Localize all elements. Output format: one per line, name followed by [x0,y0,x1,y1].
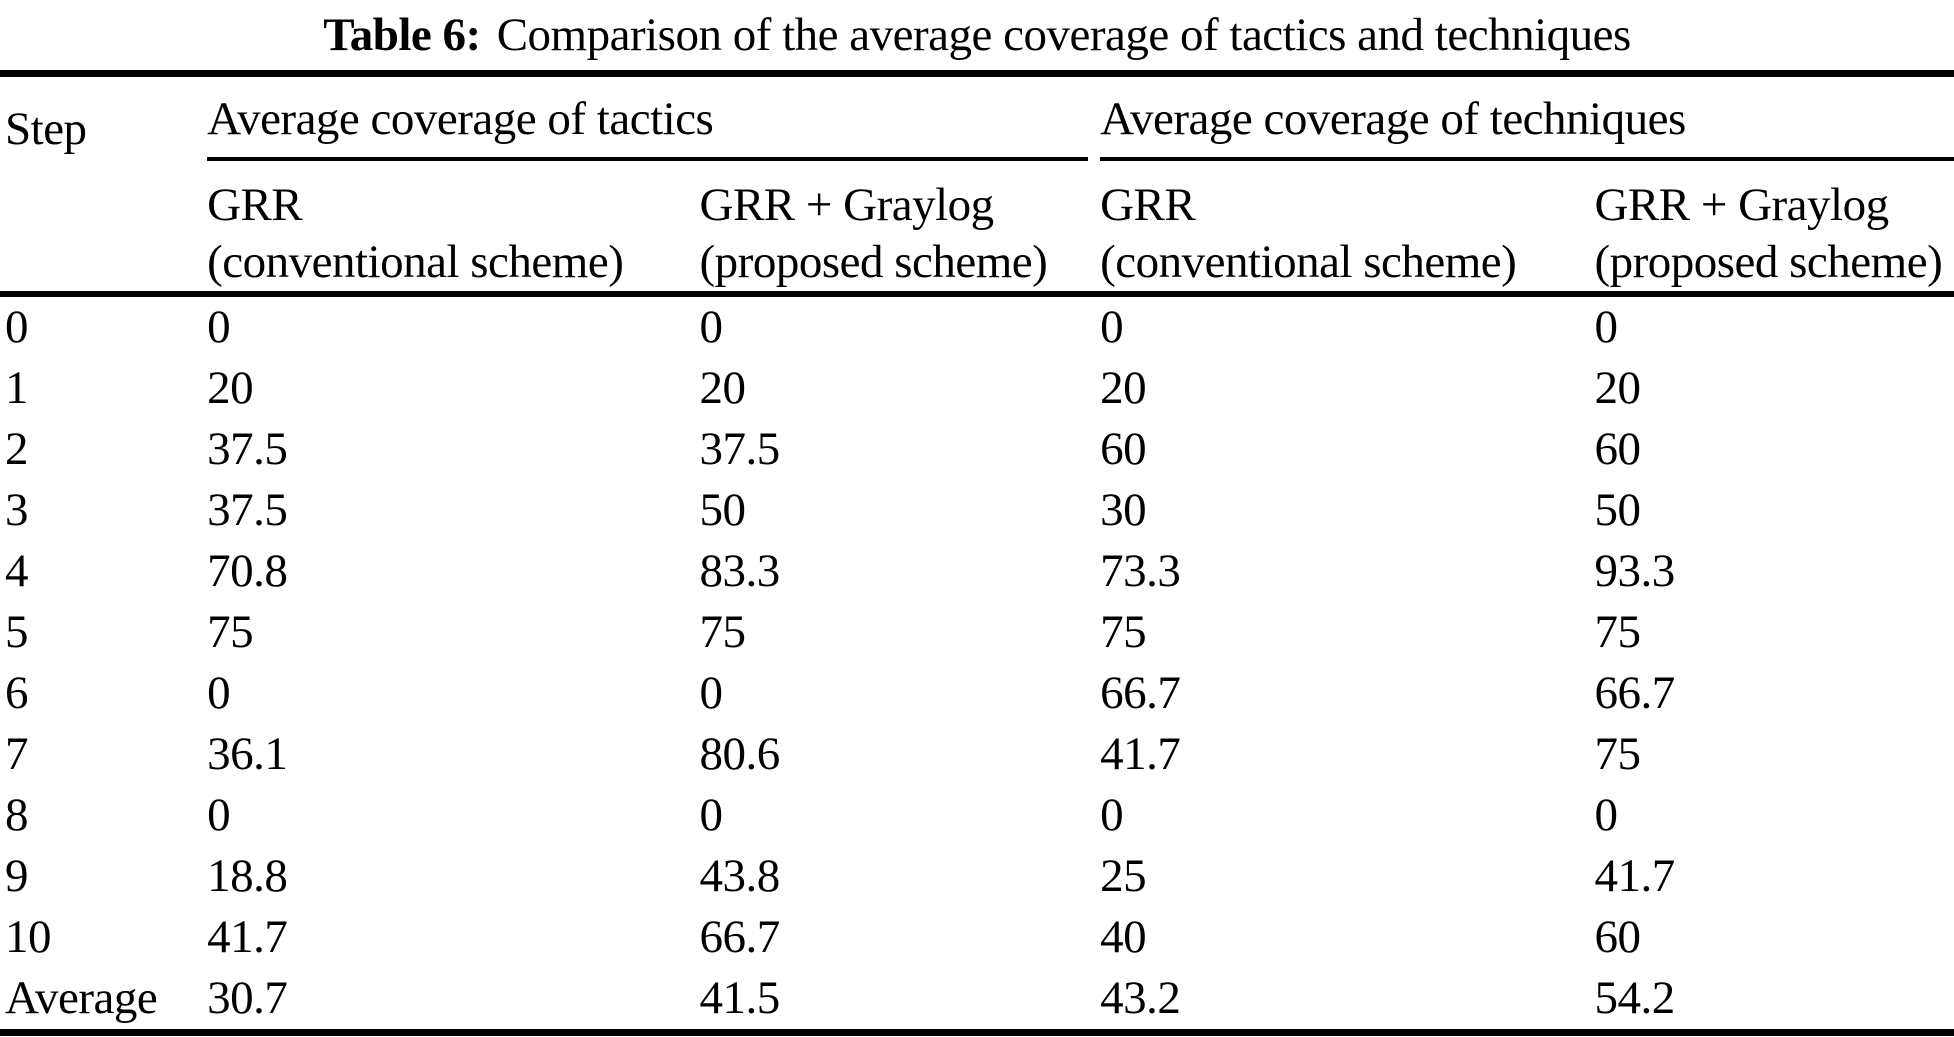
subheader-line2: (conventional scheme) [1100,236,1517,288]
value-cell: 66.7 [699,911,781,963]
table-row: 4 70.8 83.3 73.3 93.3 [0,541,1954,602]
step-cell: 10 [5,911,52,963]
value-cell: 41.7 [207,911,288,963]
step-cell: 7 [5,728,29,780]
value-cell: 93.3 [1594,545,1675,597]
value-cell: 50 [699,484,746,536]
table-row: 1 20 20 20 20 [0,358,1954,419]
step-cell: 8 [5,789,29,841]
value-cell: 83.3 [699,545,781,597]
value-cell: 50 [1594,484,1641,536]
value-cell: 60 [1594,911,1641,963]
value-cell: 0 [1100,789,1124,841]
subheader-line1: GRR + Graylog [1594,179,1889,231]
subheader-line1: GRR [207,179,303,231]
group-header-row: Step Average coverage of tactics Average… [0,73,1954,297]
table-row: 8 0 0 0 0 [0,785,1954,846]
value-cell: 41.7 [1594,850,1675,902]
subheader-line2: (conventional scheme) [207,236,624,288]
value-cell: 60 [1594,423,1641,475]
step-cell: 2 [5,423,29,475]
tactics-group-label-with-cmidrule: Average coverage of tactics [207,93,1089,161]
subheader-row: GRR (conventional scheme) GRR + Graylog … [0,161,1954,297]
group-header-techniques: Average coverage of techniques [1100,74,1954,161]
table-row: 0 0 0 0 0 [0,294,1954,358]
value-cell: 0 [207,667,231,719]
value-cell: 20 [699,362,746,414]
subheader-line1: GRR + Graylog [699,179,995,231]
value-cell: 75 [1100,606,1147,658]
value-cell: 0 [207,301,231,353]
subheader-line2: (proposed scheme) [1594,236,1943,288]
step-cell: 4 [5,545,29,597]
step-column-header: Step [0,73,208,297]
value-cell: 18.8 [207,850,288,902]
value-cell: 41.5 [699,972,781,1024]
table-caption-text: Comparison of the average coverage of ta… [496,9,1632,61]
value-cell: 0 [699,301,723,353]
value-cell: 25 [1100,850,1147,902]
value-cell: 75 [699,606,746,658]
table-row-average: Average 30.7 41.5 43.2 54.2 [0,968,1954,1033]
value-cell: 75 [1594,606,1641,658]
table-row: 5 75 75 75 75 [0,602,1954,663]
value-cell: 43.8 [699,850,781,902]
subheader-line2: (proposed scheme) [699,236,1048,288]
value-cell: 20 [1100,362,1147,414]
value-cell: 37.5 [207,423,288,475]
value-cell: 70.8 [207,545,288,597]
step-cell: 9 [5,850,29,902]
table-row: 2 37.5 37.5 60 60 [0,419,1954,480]
value-cell: 0 [699,789,723,841]
step-cell: 1 [5,362,29,414]
subheader-line1: GRR [1100,179,1196,231]
subheader-techniques-grr: GRR (conventional scheme) [1100,161,1595,297]
table-caption-label: Table 6: [323,9,481,61]
step-cell: Average [5,972,158,1024]
value-cell: 20 [207,362,254,414]
value-cell: 75 [1594,728,1641,780]
value-cell: 0 [1594,789,1618,841]
value-cell: 66.7 [1594,667,1675,719]
value-cell: 37.5 [207,484,288,536]
value-cell: 43.2 [1100,972,1181,1024]
value-cell: 73.3 [1100,545,1181,597]
table-row: 7 36.1 80.6 41.7 75 [0,724,1954,785]
value-cell: 0 [207,789,231,841]
value-cell: 40 [1100,911,1147,963]
subheader-tactics-grr: GRR (conventional scheme) [207,161,700,297]
coverage-table: Step Average coverage of tactics Average… [0,70,1954,1036]
table-row: 3 37.5 50 30 50 [0,480,1954,541]
value-cell: 30 [1100,484,1147,536]
step-cell: 3 [5,484,29,536]
value-cell: 36.1 [207,728,288,780]
value-cell: 30.7 [207,972,288,1024]
value-cell: 41.7 [1100,728,1181,780]
value-cell: 75 [207,606,254,658]
table-row: 10 41.7 66.7 40 60 [0,907,1954,968]
step-cell: 0 [5,301,29,353]
table-row: 6 0 0 66.7 66.7 [0,663,1954,724]
step-cell: 5 [5,606,29,658]
value-cell: 20 [1594,362,1641,414]
subheader-techniques-grr-graylog: GRR + Graylog (proposed scheme) [1594,161,1954,297]
tactics-group-label: Average coverage of tactics [207,93,714,145]
value-cell: 80.6 [699,728,781,780]
group-header-tactics: Average coverage of tactics [207,74,1100,161]
step-cell: 6 [5,667,29,719]
value-cell: 0 [699,667,723,719]
table-row: 9 18.8 43.8 25 41.7 [0,846,1954,907]
value-cell: 60 [1100,423,1147,475]
techniques-group-label: Average coverage of techniques [1100,93,1686,145]
subheader-tactics-grr-graylog: GRR + Graylog (proposed scheme) [699,161,1101,297]
value-cell: 66.7 [1100,667,1181,719]
table-caption: Table 6: Comparison of the average covera… [0,0,1954,70]
value-cell: 0 [1594,301,1618,353]
techniques-group-label-with-cmidrule: Average coverage of techniques [1100,93,1954,161]
value-cell: 0 [1100,301,1124,353]
value-cell: 54.2 [1594,972,1675,1024]
value-cell: 37.5 [699,423,781,475]
